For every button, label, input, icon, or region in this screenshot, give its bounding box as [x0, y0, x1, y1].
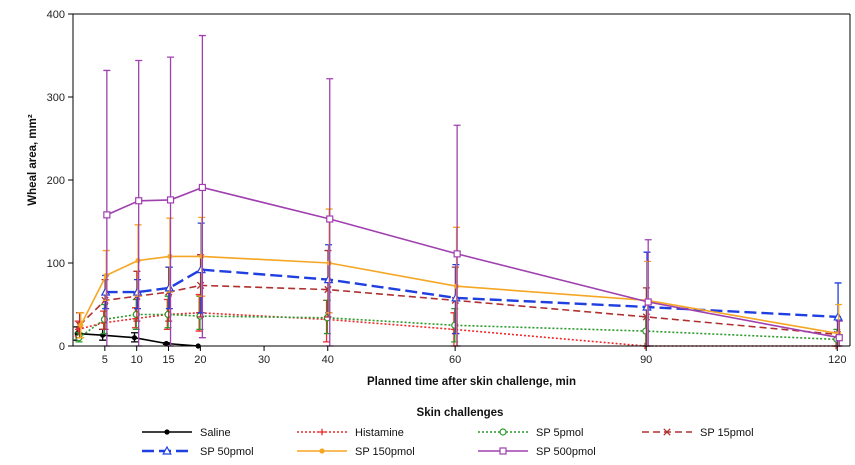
x-tick-label: 30 [258, 354, 270, 366]
series-line [105, 268, 839, 319]
series-line [106, 186, 840, 339]
legend-marker [499, 447, 507, 455]
y-tick-label: 300 [47, 92, 65, 104]
legend-item-saline: Saline [142, 427, 231, 439]
x-tick-label: 90 [640, 354, 652, 366]
x-axis-title: Planned time after skin challenge, min [367, 376, 576, 388]
y-tick-label: 0 [59, 341, 65, 353]
x-tick-label: 40 [322, 354, 334, 366]
y-tick-label: 200 [47, 175, 65, 187]
legend-item-sp-500pmol: SP 500pmol [478, 446, 596, 458]
y-ticks: 0 100 200 300 400 [47, 9, 73, 353]
y-tick-label: 100 [47, 258, 65, 270]
legend-item-sp-150pmol: SP 150pmol [297, 446, 415, 458]
y-axis-title: Wheal area, mm² [27, 114, 39, 206]
x-tick-label: 120 [828, 354, 846, 366]
series-line [79, 284, 838, 336]
legend-marker [162, 445, 172, 455]
data-point [198, 183, 206, 192]
legend-marker [499, 428, 507, 436]
legend-label: Histamine [355, 427, 404, 439]
series-saline [73, 326, 201, 349]
series-line [78, 313, 837, 341]
legend-item-sp-50pmol: SP 50pmol [142, 445, 254, 458]
series-sp-150pmol [77, 208, 843, 347]
legend-marker [318, 428, 326, 436]
legend-label: SP 15pmol [700, 427, 754, 439]
legend-label: SP 150pmol [355, 446, 415, 458]
data-point [453, 250, 461, 258]
legend-items: Saline Histamine SP 5pmol SP 15pmol SP 50pmo… [142, 427, 754, 458]
x-tick-label: 20 [194, 354, 206, 366]
data-point [835, 334, 843, 342]
legend-label: SP 500pmol [536, 446, 596, 458]
legend-marker [319, 448, 325, 454]
data-point [644, 298, 652, 306]
legend-marker [663, 428, 671, 436]
x-ticks: 5 10 15 20 30 40 60 90 120 [102, 346, 846, 366]
x-tick-label: 5 [102, 354, 108, 366]
data-point [163, 340, 169, 347]
data-point [78, 322, 84, 328]
data-point [166, 196, 175, 204]
series-sp-50pmol [100, 222, 843, 347]
legend-label: SP 5pmol [536, 427, 584, 439]
legend: Skin challenges Saline Histamine SP 5pmol S… [142, 407, 754, 458]
data-point [103, 211, 111, 219]
plot-series [73, 34, 843, 350]
y-tick-label: 400 [47, 9, 65, 21]
legend-label: Saline [200, 427, 231, 439]
legend-marker [164, 429, 170, 435]
legend-item-sp-15pmol: SP 15pmol [642, 427, 754, 439]
data-point [131, 335, 138, 341]
series-line [77, 311, 837, 347]
x-tick-label: 10 [131, 354, 143, 366]
legend-item-histamine: Histamine [297, 427, 404, 439]
series-line [80, 255, 839, 335]
x-tick-label: 60 [449, 354, 461, 366]
x-tick-label: 15 [162, 354, 174, 366]
axes: 5 10 15 20 30 40 60 90 120 0 100 200 300 400 [47, 9, 851, 366]
legend-label: SP 50pmol [200, 446, 254, 458]
legend-title: Skin challenges [417, 407, 504, 419]
data-point [135, 197, 143, 205]
legend-item-sp-5pmol: SP 5pmol [478, 427, 584, 439]
data-point [326, 215, 334, 223]
series-line [77, 332, 199, 347]
